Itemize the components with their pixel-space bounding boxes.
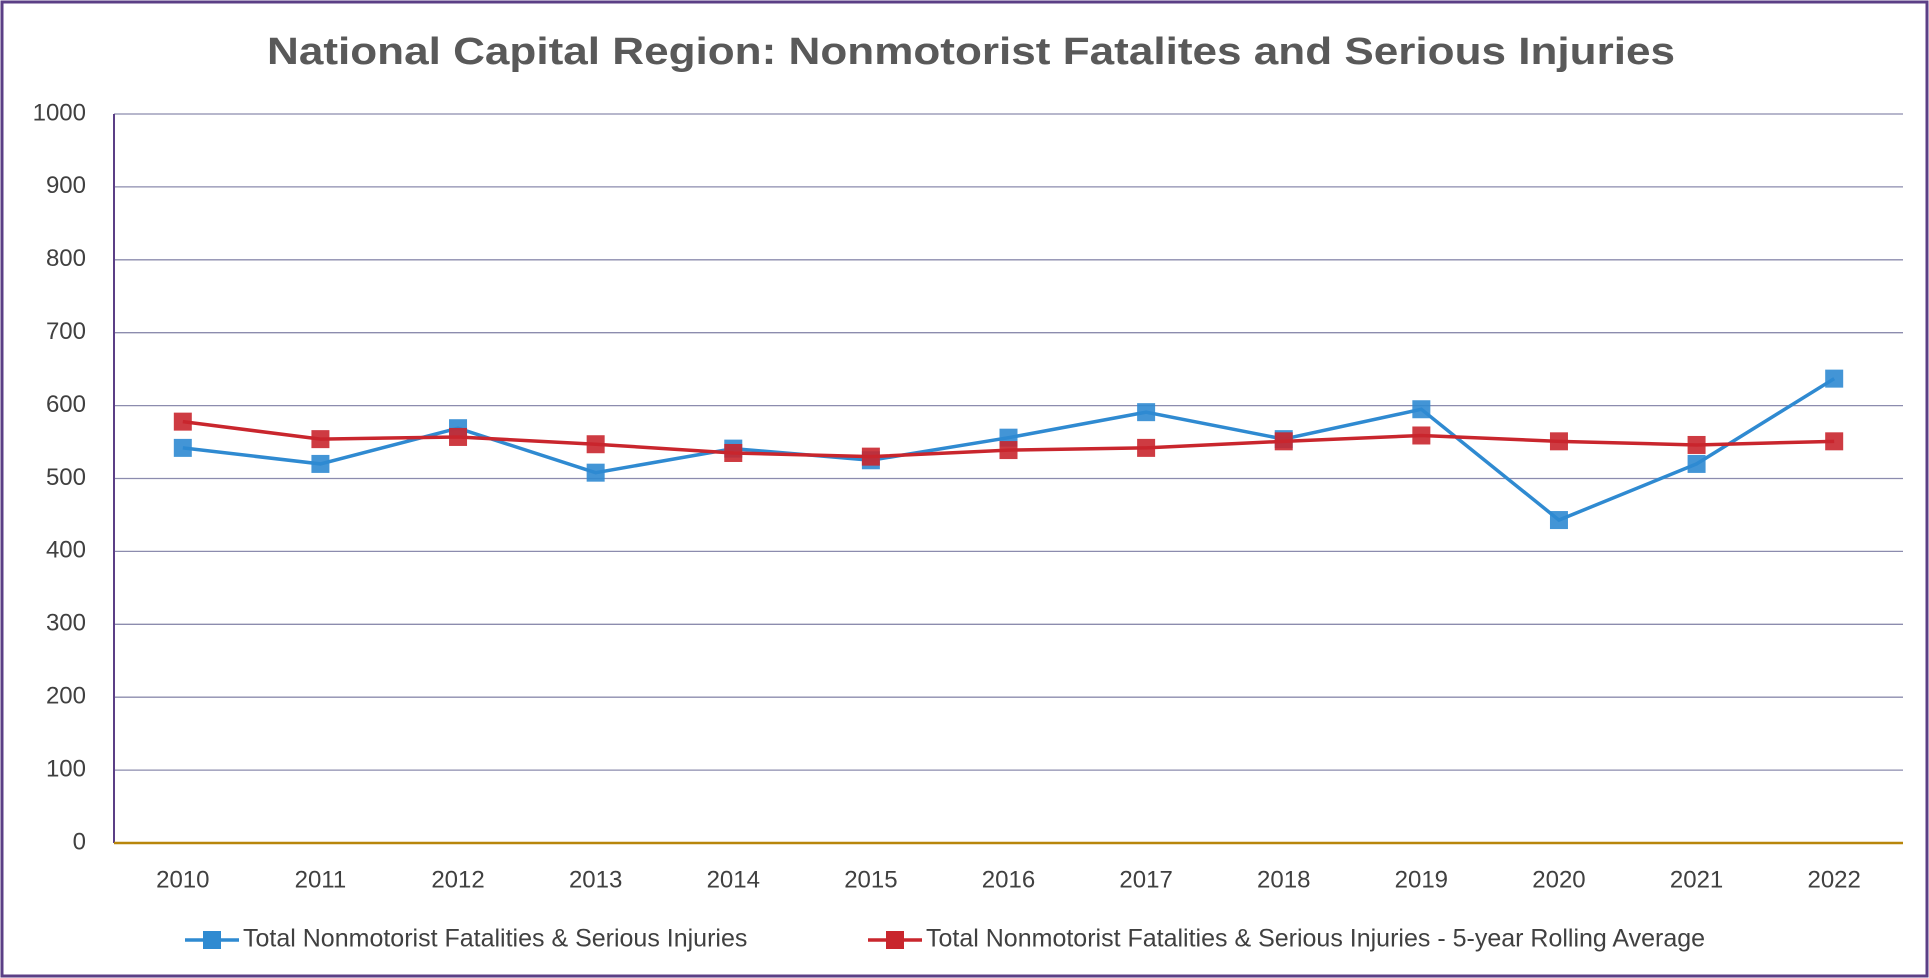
data-point xyxy=(1687,454,1706,473)
y-tick-label: 200 xyxy=(46,683,86,710)
data-point xyxy=(1137,403,1156,422)
legend-label: Total Nonmotorist Fatalities & Serious I… xyxy=(926,925,1705,953)
data-point xyxy=(1687,435,1706,454)
x-tick-label: 2017 xyxy=(1119,866,1172,893)
x-tick-label: 2020 xyxy=(1532,866,1585,893)
x-tick-label: 2019 xyxy=(1395,866,1448,893)
y-tick-label: 500 xyxy=(46,464,86,491)
data-point xyxy=(1412,426,1431,445)
x-tick-label: 2012 xyxy=(431,866,484,893)
y-tick-label: 600 xyxy=(46,391,86,418)
data-point xyxy=(1412,400,1431,419)
x-tick-label: 2010 xyxy=(156,866,209,893)
data-point xyxy=(586,435,605,454)
y-tick-label: 1000 xyxy=(33,99,86,126)
chart-title: National Capital Region: Nonmotorist Fat… xyxy=(267,31,1675,73)
x-tick-label: 2018 xyxy=(1257,866,1310,893)
x-tick-label: 2015 xyxy=(844,866,897,893)
legend-label: Total Nonmotorist Fatalities & Serious I… xyxy=(243,925,747,953)
legend-marker xyxy=(886,931,904,949)
data-point xyxy=(1549,432,1568,451)
y-tick-label: 700 xyxy=(46,318,86,345)
data-point xyxy=(1549,511,1568,530)
data-point xyxy=(449,427,468,446)
x-tick-label: 2014 xyxy=(707,866,760,893)
x-tick-label: 2022 xyxy=(1807,866,1860,893)
y-tick-label: 400 xyxy=(46,537,86,564)
data-point xyxy=(1825,432,1844,451)
y-tick-label: 900 xyxy=(46,172,86,199)
data-point xyxy=(724,443,743,462)
y-tick-label: 800 xyxy=(46,245,86,272)
x-tick-label: 2021 xyxy=(1670,866,1723,893)
data-point xyxy=(173,438,192,457)
data-point xyxy=(173,412,192,431)
data-point xyxy=(1825,369,1844,388)
data-point xyxy=(586,463,605,482)
y-tick-label: 300 xyxy=(46,610,86,637)
y-tick-label: 100 xyxy=(46,755,86,782)
data-point xyxy=(1274,432,1293,451)
data-point xyxy=(1137,438,1156,457)
legend-marker xyxy=(203,931,221,949)
data-point xyxy=(999,441,1018,460)
y-tick-label: 0 xyxy=(73,828,86,855)
data-point xyxy=(311,454,330,473)
x-tick-label: 2011 xyxy=(295,866,347,893)
x-tick-label: 2013 xyxy=(569,866,622,893)
data-point xyxy=(861,447,880,466)
x-tick-label: 2016 xyxy=(982,866,1035,893)
data-point xyxy=(311,430,330,449)
